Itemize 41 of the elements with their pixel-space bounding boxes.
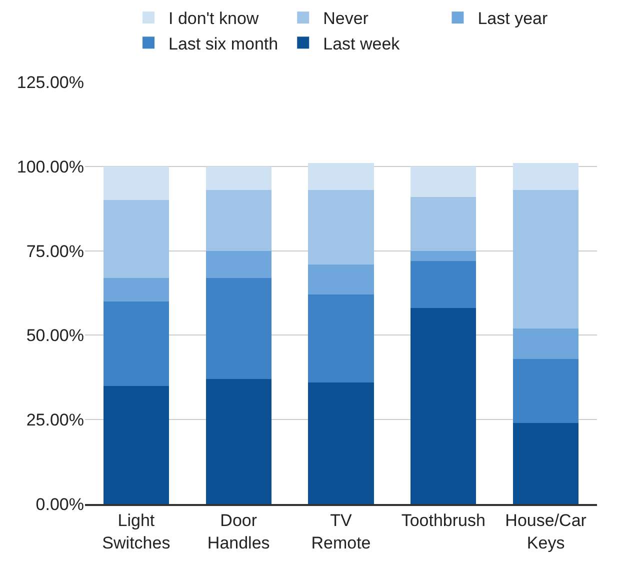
y-tick-label: 25.00%	[26, 410, 84, 430]
bar	[410, 196, 476, 251]
bar	[513, 422, 579, 504]
bar	[410, 250, 476, 261]
bar	[206, 278, 272, 380]
legend-label: Last six month	[168, 34, 278, 54]
bar	[103, 278, 169, 302]
bar	[103, 301, 169, 386]
bar	[308, 264, 374, 295]
x-tick-label: House/Car Keys	[505, 511, 587, 552]
bar	[206, 190, 272, 251]
bar	[513, 190, 579, 328]
y-tick-label: 100.00%	[16, 157, 84, 176]
legend-label: Last year	[478, 9, 548, 28]
bar	[103, 200, 169, 278]
y-tick-label: 125.00%	[16, 73, 84, 92]
bar	[103, 386, 169, 504]
x-tick-label: Light Switches	[102, 511, 170, 552]
bar	[513, 163, 579, 190]
legend-label: Last week	[323, 34, 400, 54]
bar	[206, 379, 272, 504]
bar	[206, 250, 272, 278]
x-tick-label: Door Handles	[207, 511, 270, 552]
y-tick-label: 75.00%	[26, 242, 84, 261]
bar	[410, 166, 476, 197]
x-tick-label: TV Remote	[311, 511, 371, 552]
bar	[513, 358, 579, 423]
bar	[513, 328, 579, 359]
legend-label: Never	[323, 9, 369, 28]
legend-label: I don't know	[168, 9, 260, 28]
bar	[410, 260, 476, 308]
bar	[103, 166, 169, 200]
bar	[308, 294, 374, 382]
bar	[308, 163, 374, 190]
bar	[410, 308, 476, 504]
bar	[308, 190, 374, 264]
bar	[308, 382, 374, 504]
bar	[206, 166, 272, 190]
x-tick-label: Toothbrush	[401, 511, 486, 530]
y-tick-label: 50.00%	[26, 326, 84, 346]
y-tick-label: 0.00%	[36, 494, 84, 514]
